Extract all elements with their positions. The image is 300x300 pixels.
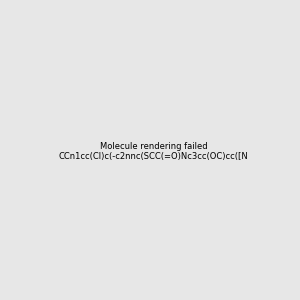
- Text: Molecule rendering failed
CCn1cc(Cl)c(-c2nnc(SCC(=O)Nc3cc(OC)cc([N: Molecule rendering failed CCn1cc(Cl)c(-c…: [59, 142, 249, 161]
